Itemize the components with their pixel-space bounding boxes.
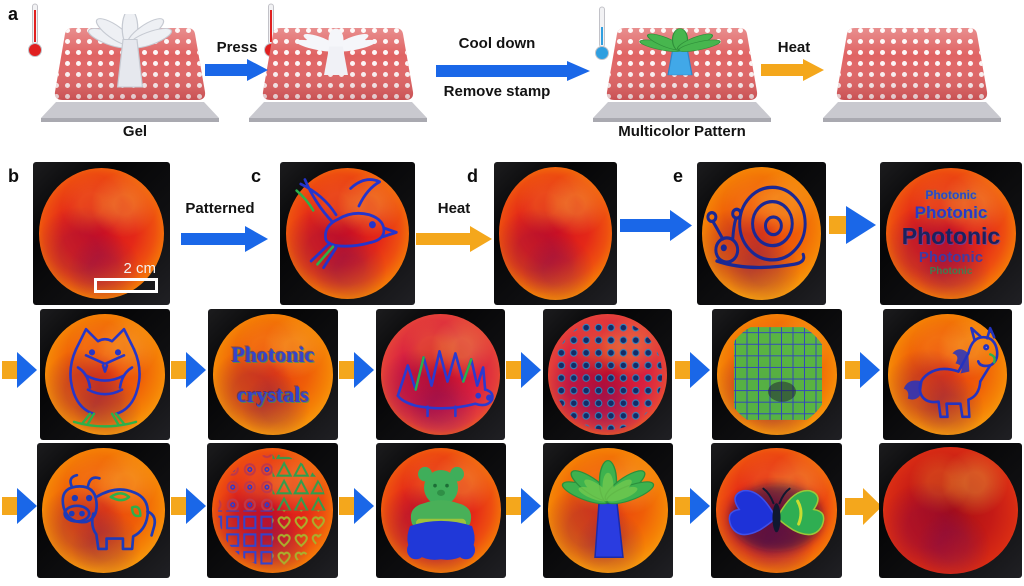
cooldown-arrow-icon [436, 61, 590, 81]
photonic-crystals-line2: crystals [236, 381, 310, 407]
panel-d-label: d [467, 166, 478, 186]
gel-disc [883, 447, 1018, 574]
gel-erased-icon [822, 14, 1002, 126]
photo-owl-pattern [40, 309, 170, 440]
photo-dove-pattern [280, 162, 415, 305]
pattern-arrow-icon [620, 210, 692, 241]
photo-photonic-text: Photonic Photonic Photonic Photonic Phot… [880, 162, 1022, 305]
photo-horse-pattern [883, 309, 1012, 440]
gel-disc [499, 167, 612, 300]
photonic-crystals-line1: Photonic [231, 341, 315, 367]
heat-pattern-arrow-icon [675, 488, 710, 524]
heat-pattern-arrow-icon [2, 488, 37, 524]
heat-pattern-arrow-icon [506, 488, 541, 524]
horse-pattern-icon [903, 326, 999, 419]
heat-pattern-arrow-icon [339, 352, 374, 388]
photo-butterfly-pattern [711, 443, 842, 578]
heat-label-a: Heat [777, 39, 811, 56]
gel-disc [45, 314, 165, 435]
photonic-line: Photonic [925, 188, 977, 203]
heat-pattern-arrow-icon [829, 206, 876, 244]
gel-disc [213, 314, 333, 435]
thermometer-hot-icon [28, 3, 42, 57]
thermometer-cold-icon [595, 6, 609, 60]
heat-arrow-icon [845, 488, 882, 525]
gel-disc [42, 448, 165, 573]
grid-pattern-icon [734, 327, 822, 420]
heat-pattern-arrow-icon [339, 488, 374, 524]
heat-pattern-arrow-icon [675, 352, 710, 388]
photonic-line: Photonic [901, 222, 1001, 249]
teddy-bear-pattern-icon [407, 466, 475, 560]
photo-grid-pattern [712, 309, 842, 440]
photo-snail-pattern [697, 162, 826, 305]
panel-a-label: a [8, 4, 19, 24]
photo-teddy-bear-pattern [376, 443, 506, 578]
gel-with-stamp-icon [40, 14, 220, 126]
dot-array-pattern-icon [552, 319, 663, 430]
press-label: Press [216, 39, 258, 56]
cooldown-label: Cool down [458, 35, 536, 52]
heat-pattern-arrow-icon [2, 352, 37, 388]
hedgehog-pattern-icon [396, 350, 494, 418]
photo-shapes-array-pattern [207, 443, 338, 578]
gel-disc [886, 168, 1016, 299]
scale-bar-label: 2 cm [123, 260, 156, 277]
gel-pressed-icon [248, 14, 428, 126]
photo-plain-gel-d [494, 162, 617, 305]
photonic-line: Photonic [918, 249, 984, 267]
photo-cow-pattern [37, 443, 170, 578]
butterfly-pattern-icon [728, 484, 825, 551]
remove-stamp-label: Remove stamp [443, 83, 551, 100]
heat-label-row1: Heat [437, 200, 471, 217]
photo-plain-gel-erased [879, 443, 1022, 578]
patterned-arrow-icon [181, 226, 268, 252]
photonic-line: Photonic [929, 266, 973, 278]
gel-disc [39, 168, 164, 299]
photo-photonic-crystals-text: Photonic crystals [208, 309, 338, 440]
shapes-array-pattern-icon [218, 454, 327, 567]
cow-pattern-icon [61, 473, 157, 551]
dove-pattern-icon [295, 178, 398, 270]
photonic-line: Photonic [914, 203, 988, 223]
panel-e-label: e [673, 166, 684, 186]
photo-palm-tree-pattern [543, 443, 673, 578]
gel-multicolor-icon [592, 14, 772, 126]
patterned-label: Patterned [185, 200, 255, 217]
owl-pattern-icon [69, 327, 141, 428]
heat-pattern-arrow-icon [845, 352, 880, 388]
heat-arrow-icon [416, 226, 492, 252]
heat-pattern-arrow-icon [506, 352, 541, 388]
gel-caption: Gel [122, 123, 148, 140]
panel-b-label: b [8, 166, 19, 186]
photo-plain-gel-b: 2 cm [33, 162, 170, 305]
heat-arrow-icon [761, 59, 824, 81]
multicolor-pattern-caption: Multicolor Pattern [618, 123, 746, 140]
heat-pattern-arrow-icon [171, 488, 206, 524]
snail-pattern-icon [706, 185, 807, 270]
photo-hedgehog-pattern [376, 309, 505, 440]
palm-tree-pattern-icon [558, 459, 658, 559]
press-arrow-icon [205, 59, 268, 81]
scale-bar [94, 278, 158, 293]
photonic-crystals-text: Photonic crystals [208, 309, 338, 440]
photo-dot-array-pattern [543, 309, 672, 440]
heat-pattern-arrow-icon [171, 352, 206, 388]
panel-c-label: c [251, 166, 262, 186]
photonic-text-stack: Photonic Photonic Photonic Photonic Phot… [880, 162, 1022, 305]
